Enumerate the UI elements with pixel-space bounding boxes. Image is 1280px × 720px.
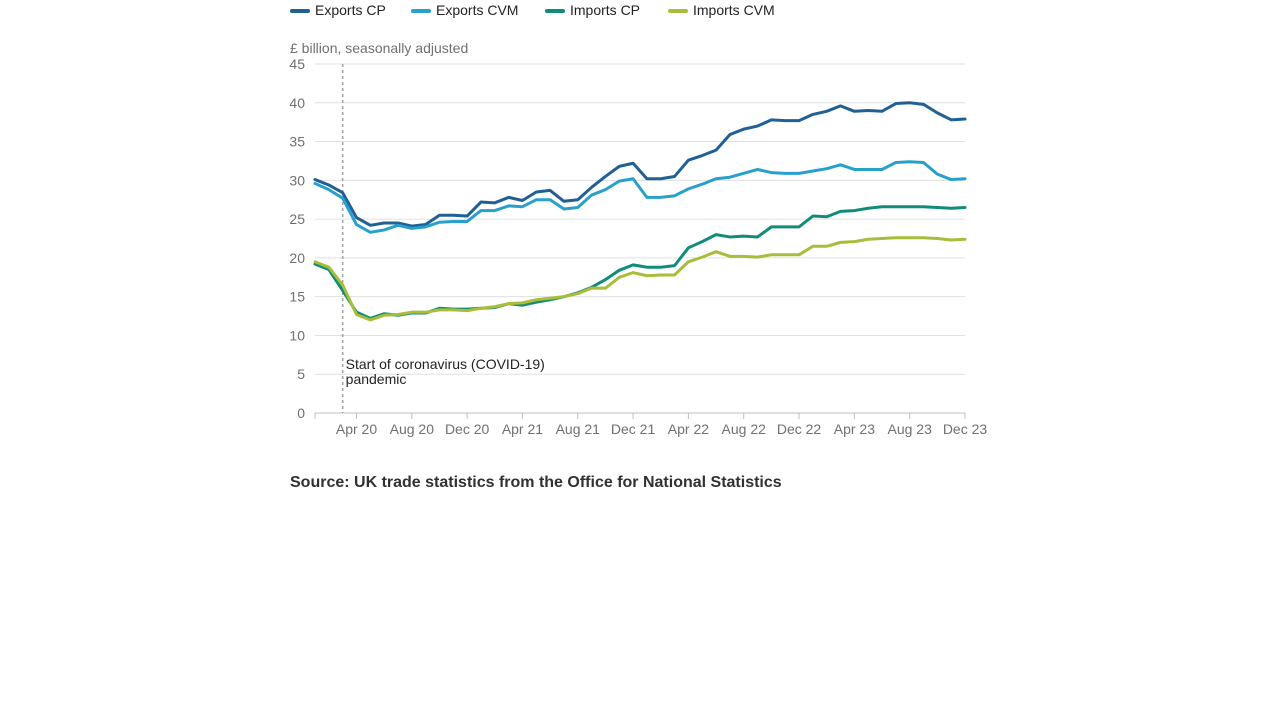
chart-legend: Exports CP Exports CVM Imports CP Imports C… (290, 2, 775, 18)
legend-label: Imports CP (570, 2, 640, 18)
series-line-exports-cp (313, 101, 967, 228)
legend-label: Exports CVM (436, 2, 518, 18)
line-chart: Exports CP Exports CVM Imports CP Imports C… (289, 2, 988, 437)
y-tick-label: 25 (289, 211, 305, 227)
y-tick-label: 45 (289, 56, 305, 72)
legend-swatch (290, 9, 310, 13)
x-tick-label: Apr 20 (336, 421, 377, 437)
chart-series (313, 101, 967, 322)
source-note: Source: UK trade statistics from the Off… (290, 474, 782, 491)
x-tick-label: Apr 21 (502, 421, 543, 437)
x-tick-label: Dec 21 (611, 421, 656, 437)
series-line-exports-cvm (313, 160, 967, 234)
y-tick-label: 30 (289, 172, 305, 188)
y-tick-label: 15 (289, 289, 305, 305)
series-line-imports-cp (313, 205, 967, 320)
x-tick-label: Aug 22 (722, 421, 767, 437)
y-tick-label: 40 (289, 95, 305, 111)
y-tick-label: 35 (289, 134, 305, 150)
y-axis: 0 5 10 15 20 25 30 35 40 45 (289, 56, 305, 421)
legend-swatch (411, 9, 431, 13)
legend-item: Imports CP (545, 2, 640, 18)
x-tick-label: Apr 23 (834, 421, 875, 437)
covid-annotation: Start of coronavirus (COVID-19)pandemic (341, 64, 545, 413)
y-axis-unit-label: £ billion, seasonally adjusted (290, 40, 468, 56)
x-tick-label: Aug 23 (887, 421, 932, 437)
x-tick-label: Aug 21 (556, 421, 601, 437)
x-tick-label: Dec 23 (943, 421, 988, 437)
x-axis: Apr 20 Aug 20 Dec 20 Apr 21 Aug 21 Dec 21 Apr … (314, 412, 988, 437)
legend-label: Exports CP (315, 2, 386, 18)
x-tick-label: Apr 22 (668, 421, 709, 437)
annotation-label: pandemic (346, 371, 407, 387)
x-tick-label: Dec 22 (777, 421, 822, 437)
chart-gridlines (315, 63, 965, 375)
x-tick-label: Aug 20 (390, 421, 435, 437)
y-tick-label: 20 (289, 250, 305, 266)
y-tick-label: 0 (297, 405, 305, 421)
y-tick-label: 10 (289, 327, 305, 343)
legend-item: Exports CP (290, 2, 386, 18)
legend-swatch (545, 9, 565, 13)
series-line-imports-cvm (313, 236, 967, 322)
legend-item: Imports CVM (668, 2, 775, 18)
legend-label: Imports CVM (693, 2, 775, 18)
legend-item: Exports CVM (411, 2, 518, 18)
annotation-label: Start of coronavirus (COVID-19) (346, 356, 545, 372)
x-tick-label: Dec 20 (445, 421, 490, 437)
legend-swatch (668, 9, 688, 13)
y-tick-label: 5 (297, 366, 305, 382)
